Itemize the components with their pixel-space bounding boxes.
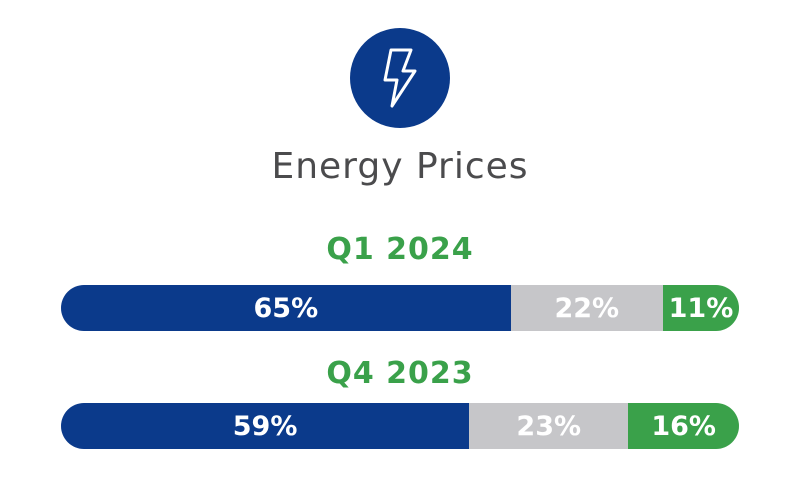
stacked-bar: 59% 23% 16% bbox=[61, 403, 739, 449]
bar-segment: 65% bbox=[61, 285, 511, 331]
data-label: 16% bbox=[651, 410, 716, 442]
data-label: 59% bbox=[232, 410, 298, 442]
data-label: 65% bbox=[253, 292, 319, 324]
stacked-bar: 65% 22% 11% bbox=[61, 285, 739, 331]
bar-segment: 23% bbox=[469, 403, 629, 449]
data-label: 11% bbox=[668, 292, 734, 324]
category-label: Q4 2023 bbox=[326, 356, 474, 391]
chart-title: Energy Prices bbox=[271, 146, 529, 187]
bar-segment: 16% bbox=[628, 403, 739, 449]
energy-icon-badge bbox=[350, 28, 450, 128]
data-label: 23% bbox=[516, 410, 582, 442]
bar-segment: 22% bbox=[510, 285, 663, 331]
data-label: 22% bbox=[554, 292, 620, 324]
bar-segment: 59% bbox=[61, 403, 470, 449]
bar-segment: 11% bbox=[662, 285, 739, 331]
lightning-bolt-icon bbox=[383, 48, 417, 108]
category-label: Q1 2024 bbox=[326, 232, 474, 267]
